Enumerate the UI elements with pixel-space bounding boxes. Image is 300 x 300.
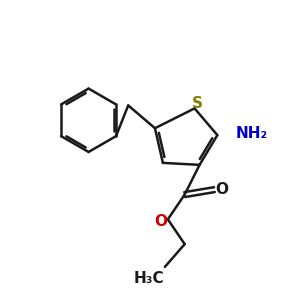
Text: S: S	[192, 96, 203, 111]
Text: O: O	[215, 182, 228, 197]
Text: O: O	[154, 214, 167, 229]
Text: H₃C: H₃C	[134, 271, 164, 286]
Text: NH₂: NH₂	[235, 126, 267, 141]
